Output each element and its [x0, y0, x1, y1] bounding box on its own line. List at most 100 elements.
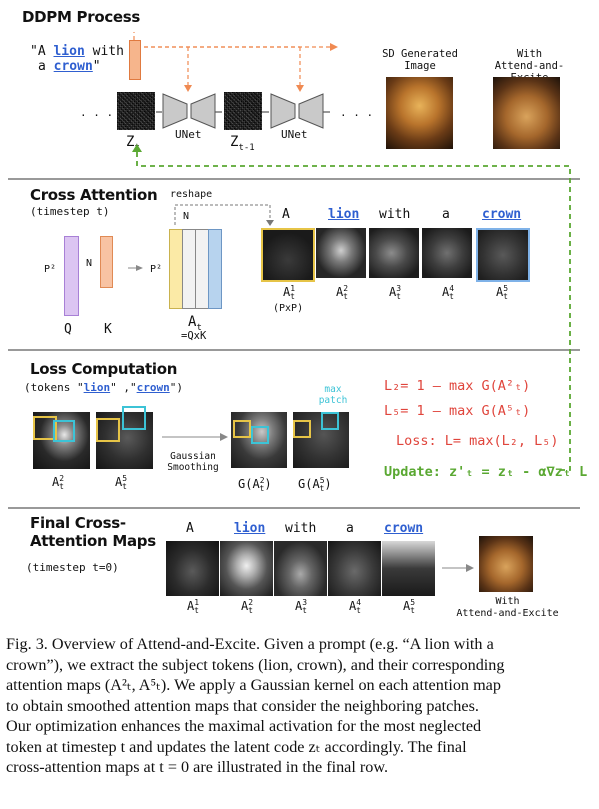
map-sym: A	[496, 285, 504, 299]
loss-map-crown	[96, 406, 153, 469]
p2-left-label: P²	[44, 264, 57, 275]
patch-box-cyan	[251, 426, 269, 444]
g2-sup: 2	[259, 476, 265, 485]
final-ae-label: With Attend-and-Excite	[455, 596, 560, 620]
final-title-line: Attention Maps	[30, 532, 156, 550]
caption-line: Our optimization enhances the maximal ac…	[6, 717, 482, 735]
final-lion-crown-image	[479, 536, 533, 592]
patch-box-cyan	[122, 406, 146, 430]
final-title: Final Cross- Attention Maps	[30, 514, 156, 550]
zt1-sub: t-1	[238, 142, 255, 153]
loss-l5-eq: L₅= 1 – max G(A⁵ₜ)	[384, 403, 531, 419]
fm-sub: t	[410, 606, 415, 616]
ddpm-arrows	[133, 32, 338, 113]
map-label-3: A3t	[389, 284, 401, 301]
p2-mid-label: P²	[150, 264, 163, 275]
fm-sym: A	[295, 599, 303, 613]
divider	[8, 178, 580, 180]
dots-right: . . .	[340, 106, 374, 119]
prompt-part: a	[38, 59, 54, 74]
k-label: K	[104, 322, 112, 337]
noise-image-zt	[117, 92, 155, 130]
qk-eq: =QxK	[181, 330, 207, 342]
fm-sub: t	[194, 606, 199, 616]
a2-sub: t	[59, 482, 64, 492]
gauss-line: Smoothing	[167, 462, 219, 473]
unet-icon	[162, 93, 216, 129]
figure-caption: Fig. 3. Overview of Attend-and-Excite. G…	[6, 634, 596, 778]
ae-label-line: With	[516, 48, 543, 60]
final-token-a: A	[186, 521, 194, 536]
attend-excite-lion-crown-image	[493, 77, 560, 149]
n-top-label: N	[183, 211, 190, 222]
zt1-symbol: Z	[230, 134, 239, 150]
token-crown: crown	[482, 207, 522, 222]
loss-tokens: (tokens "lion" ,"crown")	[24, 381, 183, 394]
loss-map-lion	[33, 412, 90, 469]
caption-line: crown”), we extract the subject tokens (…	[6, 655, 505, 674]
loss-tokens-part: ")	[169, 381, 183, 394]
zt-symbol: Z	[126, 134, 135, 150]
noise-image-zt1	[224, 92, 262, 130]
g5-sub: t	[319, 484, 325, 494]
final-token-a2: a	[346, 521, 354, 536]
final-map-a	[166, 541, 219, 596]
map-sub: t	[396, 292, 401, 302]
caption-line: to obtain smoothed attention maps that c…	[6, 696, 479, 715]
k-matrix	[100, 236, 113, 288]
max-patch-line: patch	[318, 395, 348, 406]
reshape-label: reshape	[170, 189, 213, 200]
final-map-label-4: A4t	[349, 598, 361, 615]
max-patch-label: max patch	[310, 384, 356, 406]
pxp-label: (PxP)	[273, 303, 304, 314]
prompt-crown-token: crown	[53, 59, 93, 74]
max-patch-line: max	[324, 384, 342, 395]
a2-sym: A	[52, 475, 60, 489]
final-arrow	[442, 564, 474, 572]
fm-sym: A	[187, 599, 195, 613]
token-a2: a	[442, 207, 450, 222]
map-label-4: A4t	[442, 284, 454, 301]
fm-sym: A	[403, 599, 411, 613]
map-sub: t	[503, 292, 508, 302]
loss-title: Loss Computation	[30, 360, 178, 378]
cross-attn-arrows	[128, 204, 274, 271]
loss-a2-label: A2t	[52, 474, 64, 491]
final-map-label-5: A5t	[403, 598, 415, 615]
prompt-lion-token: lion	[53, 44, 85, 59]
final-token-crown: crown	[384, 521, 424, 536]
attention-map-a	[261, 228, 315, 282]
loss-total-eq: Loss: L= max(L₂, L₅)	[396, 433, 559, 449]
token-lion: lion	[328, 207, 360, 222]
caption-line: Fig. 3. Overview of Attend-and-Excite. G…	[6, 635, 494, 653]
g5-label: G(A5t)	[298, 476, 332, 494]
map-sup: 4	[449, 284, 455, 293]
attention-map-lion	[316, 228, 366, 278]
final-subtitle: (timestep t=0)	[26, 561, 119, 574]
final-title-line: Final Cross-	[30, 514, 126, 532]
sd-image-label: SD Generated Image	[380, 48, 460, 72]
smoothed-map-crown	[293, 412, 349, 468]
final-token-lion: lion	[234, 521, 266, 536]
patch-box-yellow	[96, 418, 120, 442]
a5-sup: 5	[122, 474, 128, 483]
sd-generated-lion-image	[386, 77, 453, 149]
prompt-text: "A lion with a crown"	[30, 44, 124, 74]
fm-sup: 5	[410, 598, 416, 607]
loss-l2-eq: L₂= 1 – max G(A²ₜ)	[384, 378, 531, 394]
attention-map-with	[369, 228, 419, 278]
fm-sub: t	[302, 606, 307, 616]
a5-sub: t	[122, 482, 127, 492]
attention-map-a2	[422, 228, 472, 278]
at-slice	[208, 229, 222, 309]
prompt-part: "	[92, 59, 101, 74]
patch-box-yellow	[233, 420, 251, 438]
patch-box-yellow	[293, 420, 311, 438]
a2-sup: 2	[59, 474, 65, 483]
g2-sub: t	[259, 484, 265, 494]
g2-sym: G(A	[238, 477, 260, 491]
prompt-part: with	[84, 44, 124, 59]
feedback-arrow	[132, 144, 571, 471]
at-sub: t	[196, 322, 202, 333]
final-map-label-1: A1t	[187, 598, 199, 615]
